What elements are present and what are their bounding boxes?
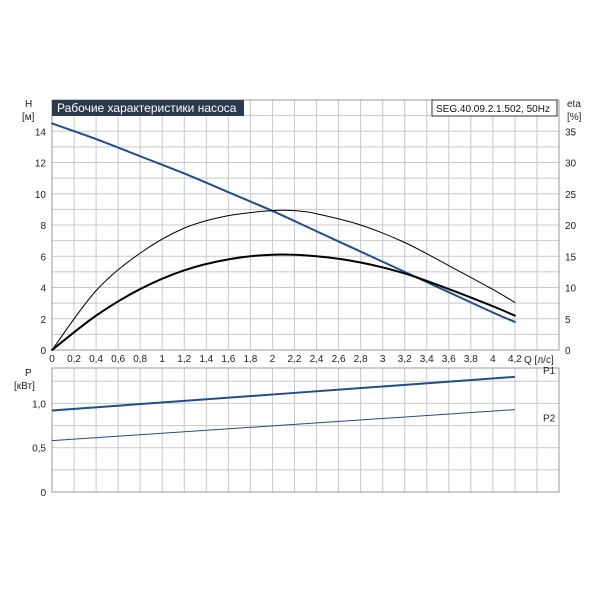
x-tick-label: 1,6	[221, 354, 235, 365]
top-y-right-unit: [%]	[567, 112, 582, 123]
model-box	[431, 99, 558, 117]
x-axis-label: Q [л/с]	[524, 355, 554, 366]
x-tick-label: 0,8	[133, 354, 147, 365]
x-tick-label: 3,6	[442, 354, 456, 365]
x-tick-label: 0	[49, 354, 55, 365]
y-left-tick-label: 14	[35, 127, 47, 138]
top-chart-grid	[52, 100, 559, 350]
top-chart-x-ticks: 0 0,2 0,4 0,6 0,8 1 1,2 1,4 1,6 1,8 2 2,2 2,4 2,6 2,8 3…	[49, 354, 522, 365]
y-left-tick-label: 12	[35, 159, 47, 170]
bottom-y-tick-label: 1,0	[32, 399, 46, 410]
y-left-tick-label: 0	[40, 346, 46, 357]
top-y-left-unit: [м]	[22, 112, 35, 123]
x-tick-label: 1,8	[243, 354, 257, 365]
y-left-tick-label: 8	[40, 221, 46, 232]
y-left-tick-label: 4	[40, 284, 46, 295]
y-right-tick-label: 10	[565, 284, 577, 295]
chart-title-box	[52, 100, 244, 116]
x-tick-label: 2,4	[310, 354, 324, 365]
head-curve	[51, 122, 516, 323]
y-left-tick-label: 2	[40, 315, 46, 326]
bottom-y-tick-label: 0,5	[32, 444, 46, 455]
bottom-chart-frame	[51, 367, 560, 493]
y-right-tick-label: 35	[565, 127, 577, 138]
x-tick-label: 0,6	[111, 354, 125, 365]
y-right-tick-label: 20	[565, 221, 577, 232]
power-curve-p1	[51, 375, 515, 412]
power-curve-p2	[51, 409, 515, 442]
bottom-chart-y-ticks: 0 0,5 1,0	[32, 399, 46, 499]
x-tick-label: 0,2	[67, 354, 81, 365]
y-right-tick-label: 15	[565, 252, 577, 263]
total-efficiency-curve	[51, 209, 516, 351]
x-tick-label: 2,8	[354, 354, 368, 365]
y-right-tick-label: 30	[565, 159, 577, 170]
y-right-tick-label: 25	[565, 190, 577, 201]
x-tick-label: 1	[159, 354, 165, 365]
x-tick-label: 4	[490, 354, 496, 365]
x-tick-label: 3,4	[420, 354, 434, 365]
x-tick-label: 3	[380, 354, 386, 365]
bottom-y-unit: [кВт]	[14, 381, 35, 392]
bottom-y-label: P	[25, 368, 32, 379]
y-right-tick-label: 0	[565, 346, 571, 357]
top-chart-y-ticks-left: 0 2 4 6 8 10 12 14	[35, 127, 47, 357]
top-chart-y-ticks-right: 0 5 10 15 20 25 30 35	[565, 127, 577, 357]
x-tick-label: 1,4	[199, 354, 213, 365]
y-right-tick-label: 5	[565, 315, 571, 326]
x-tick-label: 3,2	[398, 354, 412, 365]
top-y-left-label: H	[25, 99, 32, 110]
y-left-tick-label: 6	[40, 252, 46, 263]
top-chart-frame	[51, 99, 560, 351]
x-tick-label: 4,2	[508, 354, 522, 365]
pump-efficiency-curve	[51, 253, 516, 351]
x-tick-label: 2	[270, 354, 276, 365]
chart-title: Рабочие характеристики насоса	[57, 101, 237, 115]
series-label-p1: P1	[543, 366, 556, 377]
x-tick-label: 2,2	[288, 354, 302, 365]
x-tick-label: 2,6	[332, 354, 346, 365]
top-chart-series	[51, 122, 516, 351]
bottom-chart-series	[51, 375, 515, 442]
top-y-right-label: eta	[567, 99, 581, 110]
bottom-y-tick-label: 0	[40, 488, 46, 499]
bottom-chart-series-labels: P1 P2	[543, 366, 556, 425]
x-tick-label: 0,4	[89, 354, 103, 365]
series-label-p2: P2	[543, 414, 556, 425]
bottom-chart-grid	[52, 368, 559, 492]
y-left-tick-label: 10	[35, 190, 47, 201]
model-label: SEG.40.09.2.1.502, 50Hz	[436, 104, 550, 115]
x-tick-label: 1,2	[177, 354, 191, 365]
x-tick-label: 3,8	[464, 354, 478, 365]
